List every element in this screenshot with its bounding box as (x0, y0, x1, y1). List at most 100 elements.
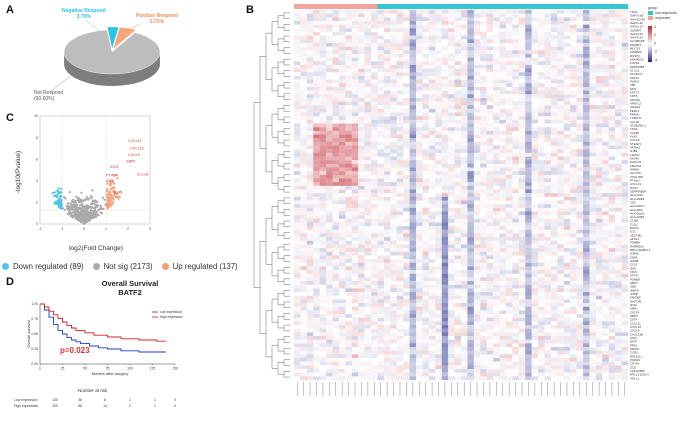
heatmap-cell (615, 244, 622, 249)
heatmap-cell (326, 174, 333, 179)
km-risk-value: 8 (104, 398, 106, 402)
heatmap-cell (351, 105, 359, 110)
heatmap-cell (557, 10, 564, 14)
heatmap-cell (563, 288, 571, 293)
heatmap-cell (608, 61, 616, 66)
heatmap-cell (512, 46, 519, 51)
heatmap-cell (615, 292, 622, 296)
heatmap-cell (563, 244, 571, 249)
heatmap-cell (422, 20, 430, 25)
heatmap-cell (338, 248, 346, 252)
heatmap-cell (480, 156, 487, 161)
heatmap-cell (396, 156, 404, 161)
dendrogram-branch (277, 223, 284, 236)
heatmap-cell (499, 226, 507, 230)
heatmap-cell (448, 163, 455, 168)
heatmap-cell (615, 189, 622, 194)
volcano-point-notsig (81, 216, 84, 219)
heatmap-cell (576, 178, 584, 183)
heatmap-cell (615, 167, 622, 172)
heatmap-cell (422, 31, 430, 36)
heatmap-cell (576, 248, 584, 252)
heatmap-cell (435, 288, 442, 293)
heatmap-cell (570, 284, 577, 289)
heatmap-cell (621, 226, 629, 230)
heatmap-cell (409, 229, 417, 234)
heatmap-cell (345, 160, 352, 165)
heatmap-cell (383, 94, 391, 99)
heatmap-cell (416, 61, 423, 66)
heatmap-cell (409, 295, 417, 300)
heatmap-cell (351, 251, 359, 256)
heatmap-cell (441, 211, 449, 216)
heatmap-cell (441, 244, 449, 249)
heatmap-cell (313, 193, 320, 197)
heatmap-cell (294, 10, 301, 14)
heatmap-cell (595, 189, 603, 194)
heatmap-cell (338, 123, 346, 128)
heatmap-cell (550, 64, 558, 69)
heatmap-cell (467, 222, 474, 227)
group-cell (319, 4, 327, 9)
heatmap-cell (576, 64, 584, 69)
heatmap-cell (570, 226, 577, 230)
heatmap-cell (608, 273, 616, 278)
heatmap-cell (615, 28, 622, 33)
heatmap-cell (294, 149, 301, 154)
heatmap-cell (371, 218, 378, 223)
heatmap-cell (319, 167, 327, 172)
heatmap-cell (403, 204, 410, 208)
heatmap-cell (377, 156, 385, 161)
heatmap-cell (351, 237, 359, 241)
heatmap-cell (319, 152, 327, 157)
heatmap-cell (608, 288, 616, 293)
heatmap-cell (403, 200, 410, 205)
heatmap-cell (480, 244, 487, 249)
heatmap-cell (493, 79, 500, 84)
group-cell (467, 4, 475, 9)
heatmap-cell (383, 222, 391, 227)
heatmap-cell (383, 64, 391, 69)
heatmap-cell (595, 112, 603, 117)
heatmap-cell (461, 215, 468, 219)
heatmap-cell (448, 255, 455, 260)
heatmap-cell (306, 145, 314, 150)
heatmap-cell (505, 167, 513, 172)
volcano-point-notsig (66, 207, 69, 210)
heatmap-cell (377, 233, 385, 238)
heatmap-cell (319, 83, 327, 88)
heatmap-cell (294, 193, 301, 197)
heatmap-cell (505, 75, 513, 80)
heatmap-cell (576, 244, 584, 249)
heatmap-cell (589, 163, 597, 168)
heatmap-cell (435, 138, 442, 143)
heatmap-cell (461, 79, 468, 84)
heatmap-cell (563, 24, 571, 29)
heatmap-cell (396, 196, 404, 201)
heatmap-cell (345, 266, 352, 271)
heatmap-cell (467, 211, 474, 216)
heatmap-cell (313, 233, 320, 238)
heatmap-cell (563, 156, 571, 161)
heatmap-cell (525, 193, 532, 197)
heatmap-cell (557, 163, 564, 168)
heatmap-cell (364, 42, 372, 47)
heatmap-cell (480, 50, 487, 55)
heatmap-cell (499, 46, 507, 51)
heatmap-cell (531, 204, 539, 208)
heatmap-cell (441, 42, 449, 47)
heatmap-cell (332, 83, 340, 88)
heatmap-cell (615, 94, 622, 99)
heatmap-cell (294, 200, 301, 205)
heatmap-cell (326, 10, 333, 14)
heatmap-cell (300, 174, 307, 179)
heatmap-cell (499, 31, 507, 36)
heatmap-cell (505, 185, 513, 190)
heatmap-cell (531, 90, 539, 95)
heatmap-cell (345, 295, 352, 300)
heatmap-cell (383, 270, 391, 274)
heatmap-cell (550, 50, 558, 55)
heatmap-cell (338, 277, 346, 282)
heatmap-cell (403, 105, 410, 110)
heatmap-cell (364, 130, 372, 135)
